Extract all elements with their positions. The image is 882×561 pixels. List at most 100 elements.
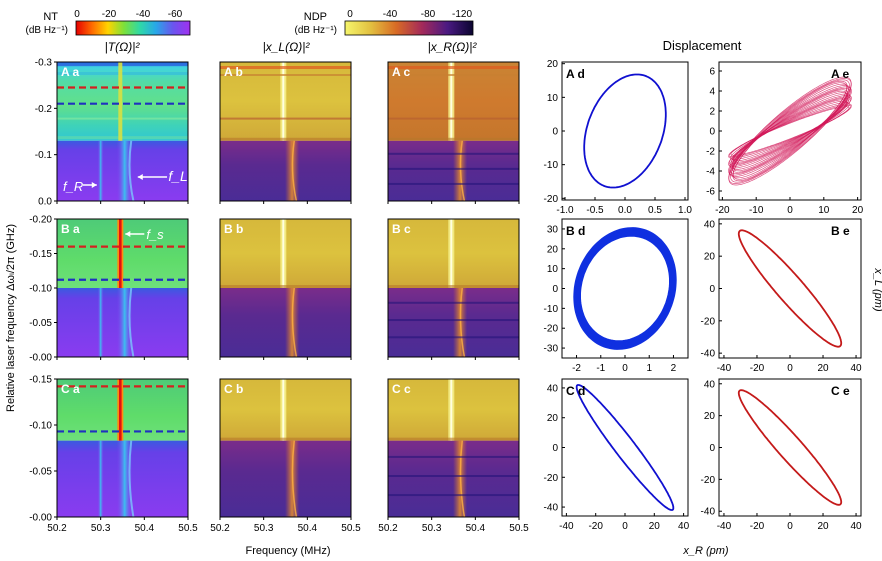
y-tick-label: -0.15 <box>29 375 52 386</box>
ndp-mode-line <box>282 62 285 141</box>
y-tick-label: -20 <box>544 473 559 484</box>
nt-tick: -20 <box>102 9 117 20</box>
ndp-stripe <box>220 66 351 69</box>
panel-label: C c <box>392 382 411 396</box>
panel-label: B d <box>566 224 585 238</box>
x-tick-label: -10 <box>749 205 764 216</box>
y-tick-label: -0.10 <box>29 284 52 295</box>
panel-label: A e <box>831 67 850 81</box>
x-tick-label: -20 <box>750 521 765 532</box>
y-tick-label: 2 <box>709 107 715 118</box>
x-tick-label: 20 <box>817 363 829 374</box>
x-tick-label: 2 <box>671 363 677 374</box>
y-tick-label: -6 <box>706 187 715 198</box>
ndp-stripe <box>220 117 351 120</box>
y-tick-label: 4 <box>709 87 715 98</box>
trajectory-curve <box>728 76 852 186</box>
panel-label: B c <box>392 222 411 236</box>
ndp-noise-stripe <box>388 301 519 304</box>
nt-colorbar-legend: NT (dB Hz⁻¹) 0 -20 -40 -60 <box>26 9 191 36</box>
displacement-panel: -1.0 -0.5 0.0 0.5 1.0 20 10 0 -10 -20 A d <box>544 59 693 216</box>
nt-colorbar <box>75 20 191 36</box>
panel-label: C e <box>831 384 850 398</box>
heatmap-frame <box>56 378 189 518</box>
panel-label: B e <box>831 224 850 238</box>
panel-label: B b <box>224 222 243 236</box>
panel-label: C a <box>61 382 80 396</box>
nt-colorbar-ticks: 0 -20 -40 -60 <box>74 9 182 20</box>
x-tick-label: 50.2 <box>47 523 67 534</box>
y-tick-label: 20 <box>547 413 559 424</box>
x-tick-label: -0.5 <box>586 205 604 216</box>
panel-label: A c <box>392 65 411 79</box>
y-tick-label: -40 <box>701 507 716 518</box>
y-tick-label: -30 <box>544 344 559 355</box>
x-tick-label: 50.5 <box>178 523 198 534</box>
y-tick-label: 20 <box>704 252 716 263</box>
y-tick-label: 0 <box>552 127 558 138</box>
heatmap-panel: -0.20 -0.15 -0.10 -0.05 -0.00 B a <box>29 215 189 364</box>
y-tick-label: 30 <box>547 224 559 235</box>
ndp-mode-trace <box>291 140 298 202</box>
nt-mode-line <box>118 62 123 141</box>
y-tick-label: -20 <box>544 324 559 335</box>
trajectory-curve <box>728 85 852 177</box>
ndp-edge-stripe <box>388 285 519 288</box>
trajectory-curve <box>737 229 843 348</box>
y-tick-label: -20 <box>701 316 716 327</box>
y-tick-label: -0.3 <box>35 58 53 69</box>
heatmap-panel: B b <box>219 218 352 360</box>
y-tick-label: -20 <box>544 194 559 205</box>
x-tick-label: 0 <box>622 521 628 532</box>
nt-legend-label: NT <box>43 11 58 23</box>
ndp-noise-stripe <box>388 152 519 155</box>
x-tick-label: 0 <box>787 205 793 216</box>
panel-label: B a <box>61 222 80 236</box>
annotation-arrowhead-fR <box>91 182 97 188</box>
x-tick-label: -20 <box>588 521 603 532</box>
y-tick-label: 10 <box>547 93 559 104</box>
x-tick-label: 50.3 <box>91 523 111 534</box>
x-tick-label: 50.2 <box>378 523 398 534</box>
nt-stripe <box>57 136 188 140</box>
y-tick-label: 20 <box>547 244 559 255</box>
nt-mode-trace <box>128 140 135 202</box>
annotation-fR: f_R <box>63 179 83 194</box>
nt-stripe <box>57 72 188 75</box>
ndp-tick: -40 <box>383 9 398 20</box>
panel-label: C d <box>566 384 585 398</box>
ndp-stripe <box>388 74 519 76</box>
y-tick-label: -0.10 <box>29 421 52 432</box>
ndp-noise-stripe <box>388 182 519 185</box>
y-tick-label: 40 <box>704 379 716 390</box>
heatmap-panel: B c <box>387 218 520 360</box>
ndp-colorbar-legend: NDP (dB Hz⁻¹) 0 -40 -80 -120 <box>295 9 474 36</box>
nt-upper-region <box>57 62 188 141</box>
nt-mode-trace <box>128 440 135 518</box>
ndp-mode-trace <box>459 287 466 358</box>
ndp-edge-stripe <box>220 437 351 441</box>
ndp-stripe <box>220 74 351 76</box>
ndp-edge-stripe <box>220 137 351 141</box>
ndp-mode-trace <box>291 287 298 358</box>
nt-tick: -60 <box>168 9 183 20</box>
y-tick-label: 20 <box>704 411 716 422</box>
y-tick-label: -0.1 <box>35 150 53 161</box>
x-tick-label: 20 <box>649 521 661 532</box>
nt-resonance-band <box>116 440 133 517</box>
x-tick-label: 0 <box>787 521 793 532</box>
displacement-panel: -40 -20 0 20 40 40 20 0 -20 -40 C e <box>701 378 862 532</box>
x-tick-label: 20 <box>852 205 864 216</box>
trajectory-curve <box>573 227 677 350</box>
nt-resonance-band <box>97 440 104 517</box>
x-tick-label: -2 <box>572 363 581 374</box>
y-tick-label: -0.20 <box>29 215 52 226</box>
y-tick-label: -0.00 <box>29 513 52 524</box>
annotation-arrowhead-fL <box>137 174 143 180</box>
ndp-noise-stripe <box>388 455 519 458</box>
ndp-tick: -80 <box>421 9 436 20</box>
nt-resonance-band <box>97 140 104 201</box>
